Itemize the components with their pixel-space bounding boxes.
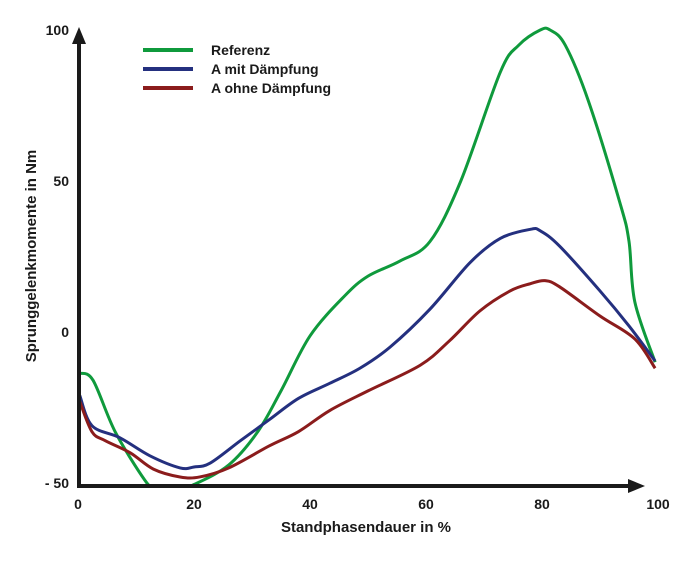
- x-tick-label: 40: [302, 496, 318, 512]
- x-tick-label: 100: [646, 496, 670, 512]
- series-line-3: [79, 279, 657, 480]
- y-tick-label: 100: [46, 22, 70, 38]
- series-line-2: [79, 227, 657, 471]
- legend-label: Referenz: [211, 42, 270, 58]
- x-tick-label: 60: [418, 496, 434, 512]
- x-tick-label: 20: [186, 496, 202, 512]
- y-tick-label: 0: [61, 324, 69, 340]
- y-axis-arrow-icon: [72, 27, 86, 44]
- legend: Referenz A mit Dämpfung A ohne Dämpfung: [143, 42, 331, 96]
- x-axis-arrow-icon: [628, 479, 645, 493]
- series-layer: [79, 26, 657, 485]
- y-axis-label: Sprunggelenkmomente in Nm: [23, 150, 40, 363]
- legend-label: A ohne Dämpfung: [211, 80, 331, 96]
- x-tick-label: 80: [534, 496, 550, 512]
- series-line-1: [79, 26, 657, 485]
- tick-layer: 0 20 40 60 80 100 - 50 0 50 100: [45, 22, 670, 512]
- legend-label: A mit Dämpfung: [211, 61, 319, 77]
- y-tick-label: - 50: [45, 475, 69, 491]
- x-axis-label: Standphasendauer in %: [281, 519, 451, 536]
- x-tick-label: 0: [74, 496, 82, 512]
- y-tick-label: 50: [53, 173, 69, 189]
